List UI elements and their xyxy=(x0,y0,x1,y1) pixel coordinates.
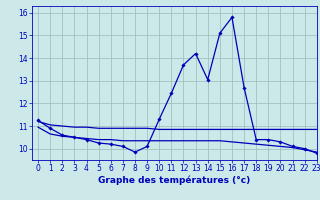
X-axis label: Graphe des températures (°c): Graphe des températures (°c) xyxy=(98,176,251,185)
